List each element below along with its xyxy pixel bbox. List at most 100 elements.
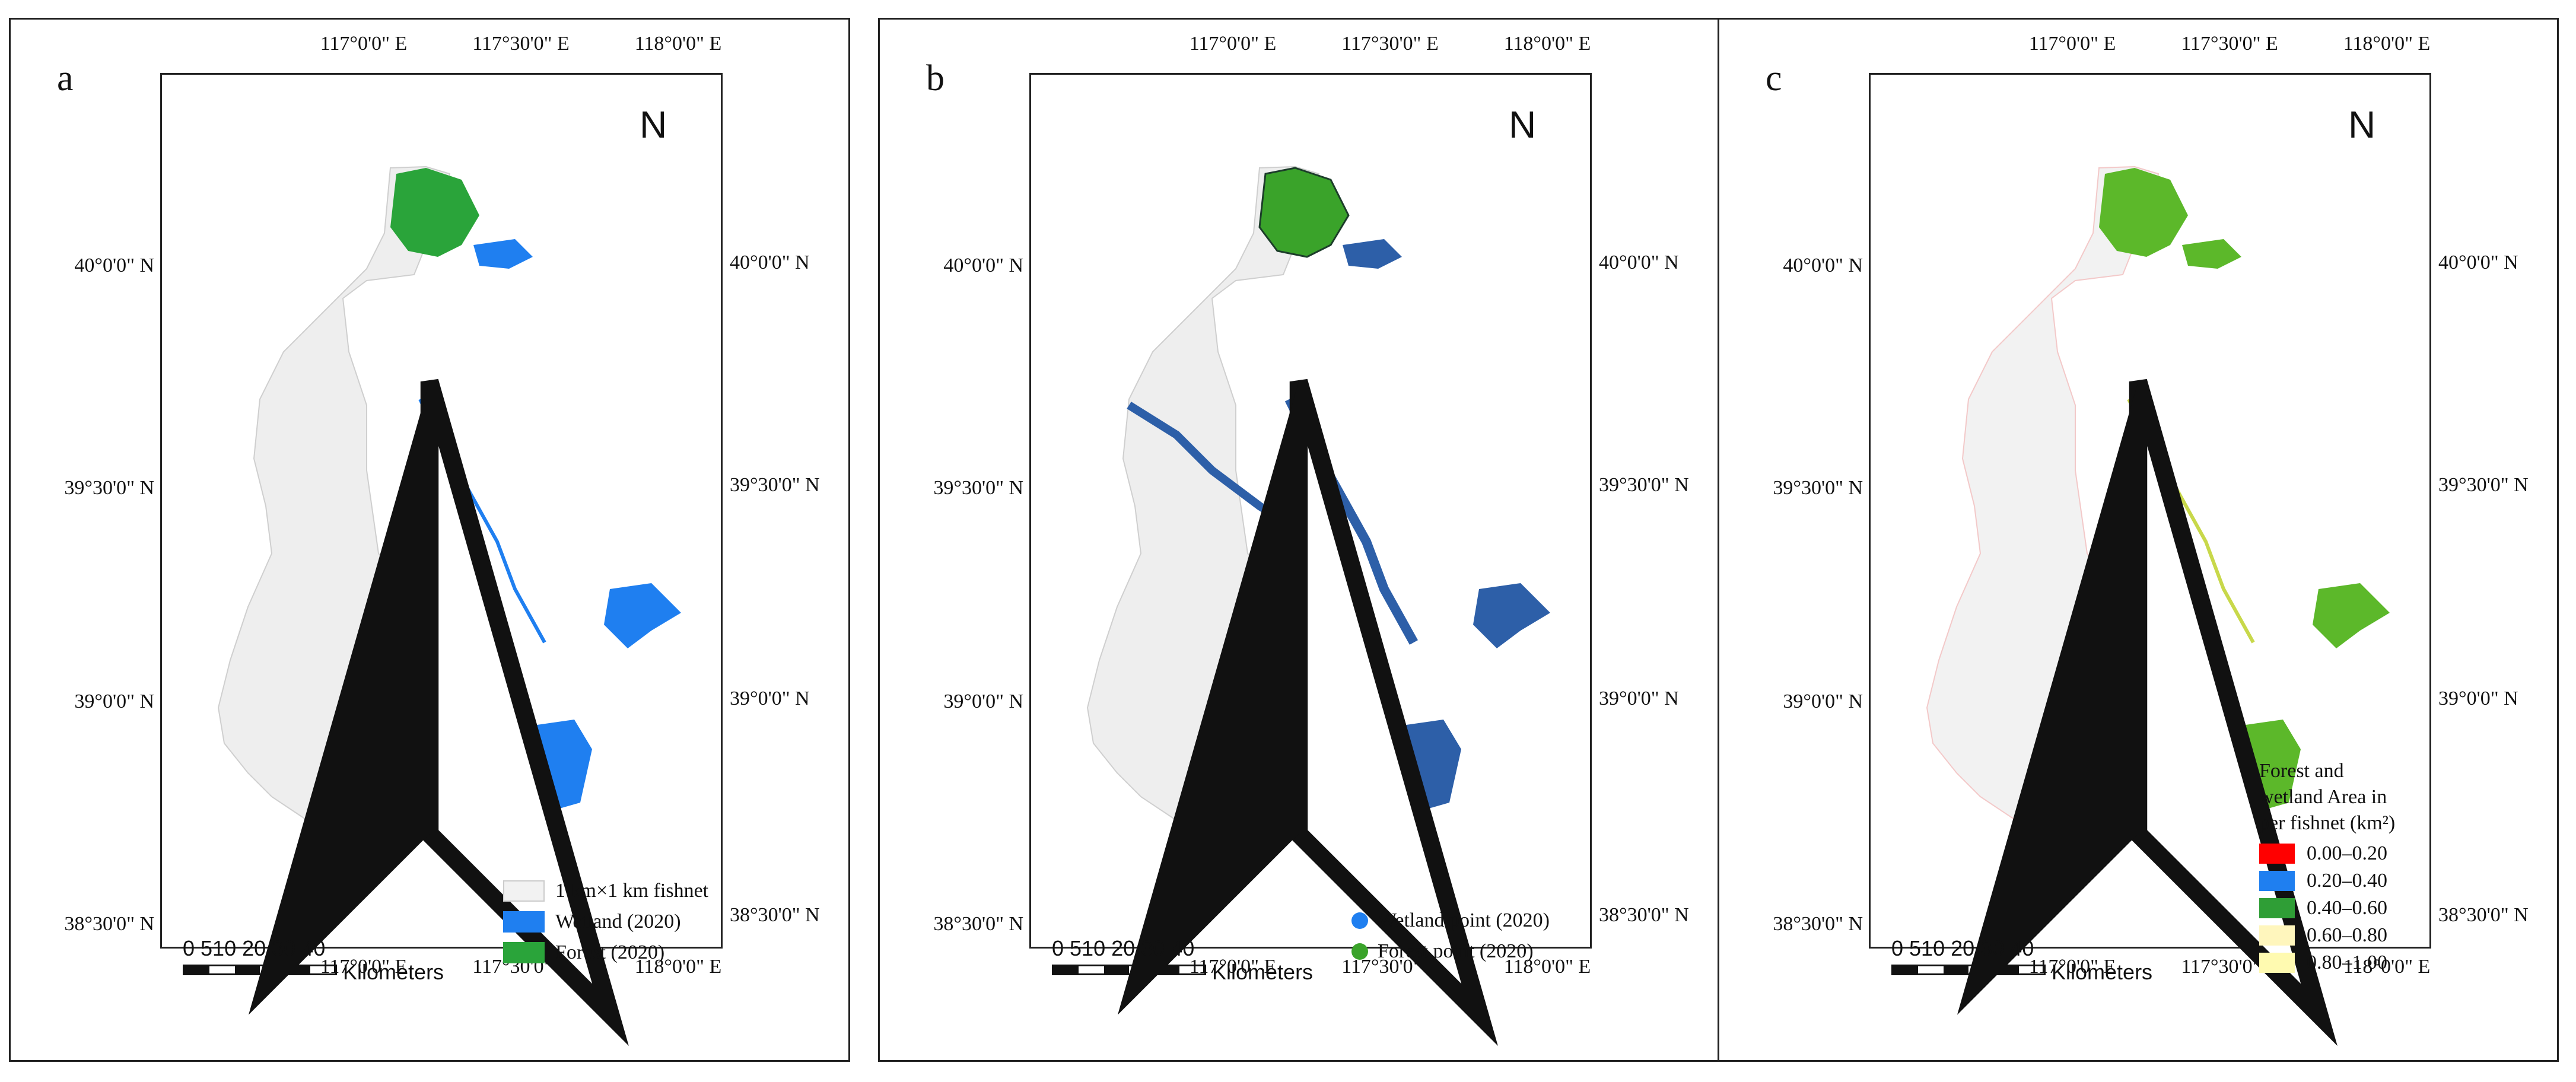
north-letter: N (640, 103, 667, 146)
lon-tick: 117°30'0" E (2181, 33, 2278, 55)
legend: Forest and wetland Area in per fishnet (… (2259, 758, 2395, 979)
north-arrow-icon (1957, 378, 2338, 1046)
class-swatch (2259, 925, 2295, 946)
forest-point-cluster (1258, 167, 1350, 258)
lat-tick: 39°0'0" N (730, 688, 810, 709)
legend-title-line: Forest and (2259, 760, 2344, 782)
legend-item: 0.80–1.00 (2259, 951, 2395, 974)
class-area (2182, 239, 2241, 269)
legend: Wetland point (2020) Forest point (2020) (1351, 909, 1550, 971)
map-frame (1029, 73, 1592, 949)
panel-label: c (1766, 58, 1782, 98)
legend-item: Forest (2020) (503, 941, 708, 964)
lon-tick: 118°0'0" E (2343, 956, 2431, 978)
lat-tick: 39°30'0" N (933, 477, 1023, 499)
panel-label: a (57, 58, 74, 98)
scale-unit: Kilometers (343, 960, 444, 984)
legend-label: 1 km×1 km fishnet (555, 880, 709, 902)
lat-tick: 40°0'0" N (1599, 252, 1679, 273)
legend-item: 0.20–0.40 (2259, 870, 2395, 892)
legend-label: 0.80–1.00 (2307, 951, 2387, 973)
lat-tick: 39°30'0" N (1773, 477, 1863, 499)
wetland-east (604, 583, 681, 648)
north-letter: N (1509, 103, 1537, 146)
class-area (2313, 583, 2390, 648)
lat-tick: 39°0'0" N (74, 690, 154, 712)
lon-tick: 117°0'0" E (320, 33, 408, 55)
lat-tick: 40°0'0" N (2438, 252, 2518, 273)
map-frame (160, 73, 723, 949)
legend-title: Forest and wetland Area in per fishnet (… (2259, 758, 2395, 836)
legend-item: Wetland point (2020) (1351, 909, 1550, 932)
lon-tick: 118°0'0" E (634, 33, 722, 55)
class-swatch (2259, 898, 2295, 918)
legend-title-line: per fishnet (km²) (2259, 812, 2396, 834)
legend-label: Forest (2020) (555, 941, 665, 963)
scale-numbers: 0 510 20 30 40 (1891, 936, 2034, 960)
scale-unit: Kilometers (2052, 960, 2153, 984)
scale-unit: Kilometers (1212, 960, 1314, 984)
legend-item: Wetland (2020) (503, 911, 708, 933)
lat-tick: 38°30'0" N (1599, 904, 1689, 926)
north-letter: N (2348, 103, 2376, 146)
wetland-point-cluster (1343, 239, 1402, 269)
panel-a: a 117°0'0" E 117°30'0" E 118°0'0" E 117°… (9, 18, 850, 1062)
class-swatch (2259, 844, 2295, 864)
lat-tick: 40°0'0" N (1783, 254, 1863, 276)
forest-point-icon (1351, 943, 1368, 960)
lat-tick: 38°30'0" N (64, 913, 154, 935)
fishnet-swatch (503, 880, 545, 902)
lon-tick: 117°30'0" E (472, 33, 570, 55)
lat-tick: 39°30'0" N (1599, 474, 1689, 496)
scale-graphic (1052, 965, 1206, 975)
lon-tick: 117°0'0" E (2028, 33, 2116, 55)
legend-label: 0.60–0.80 (2307, 924, 2387, 946)
lat-tick: 39°0'0" N (1783, 690, 1863, 712)
panel-c: c 117°0'0" E 117°30'0" E 118°0'0" E 117°… (1718, 18, 2559, 1062)
lon-tick: 117°30'0" E (1341, 33, 1439, 55)
legend-item: Forest point (2020) (1351, 940, 1550, 963)
wetland-swatch (503, 911, 545, 933)
legend-item: 0.60–0.80 (2259, 924, 2395, 947)
north-arrow-icon (1117, 378, 1498, 1046)
legend-item: 0.00–0.20 (2259, 842, 2395, 865)
lon-tick: 118°0'0" E (1503, 956, 1591, 978)
lat-tick: 39°0'0" N (1599, 688, 1679, 709)
forest-area (390, 168, 479, 257)
scale-graphic (1891, 965, 2046, 975)
legend-label: Wetland (2020) (555, 911, 681, 933)
lat-tick: 40°0'0" N (74, 254, 154, 276)
scale-numbers: 0 510 20 30 40 (183, 936, 326, 960)
lat-tick: 40°0'0" N (730, 252, 810, 273)
class-swatch (2259, 871, 2295, 891)
wetland-reservoir (473, 239, 533, 269)
wetland-point-icon (1351, 912, 1368, 929)
lon-tick: 117°0'0" E (1189, 33, 1277, 55)
lon-tick: 118°0'0" E (634, 956, 722, 978)
lat-tick: 38°30'0" N (2438, 904, 2529, 926)
legend-item: 1 km×1 km fishnet (503, 880, 708, 902)
class-swatch (2259, 953, 2295, 973)
lat-tick: 38°30'0" N (933, 913, 1023, 935)
legend-label: 0.20–0.40 (2307, 870, 2387, 892)
lat-tick: 39°0'0" N (943, 690, 1023, 712)
legend-title-line: wetland Area in (2259, 786, 2387, 808)
map-frame (1869, 73, 2431, 949)
scale-graphic (183, 965, 337, 975)
legend-label: 0.40–0.60 (2307, 897, 2387, 919)
lat-tick: 38°30'0" N (1773, 913, 1863, 935)
legend-label: Wetland point (2020) (1378, 909, 1550, 931)
panel-label: b (926, 58, 944, 98)
legend-label: 0.00–0.20 (2307, 842, 2387, 864)
legend-label: Forest point (2020) (1378, 940, 1534, 962)
north-arrow-icon (248, 378, 629, 1046)
legend: 1 km×1 km fishnet Wetland (2020) Forest … (503, 880, 708, 972)
lon-tick: 118°0'0" E (1503, 33, 1591, 55)
legend-item: 0.40–0.60 (2259, 897, 2395, 919)
forest-area (2099, 168, 2188, 257)
forest-swatch (503, 942, 545, 963)
lat-tick: 38°30'0" N (730, 904, 820, 926)
wetland-point-cluster (1473, 583, 1550, 648)
lat-tick: 40°0'0" N (943, 254, 1023, 276)
lat-tick: 39°30'0" N (2438, 474, 2529, 496)
